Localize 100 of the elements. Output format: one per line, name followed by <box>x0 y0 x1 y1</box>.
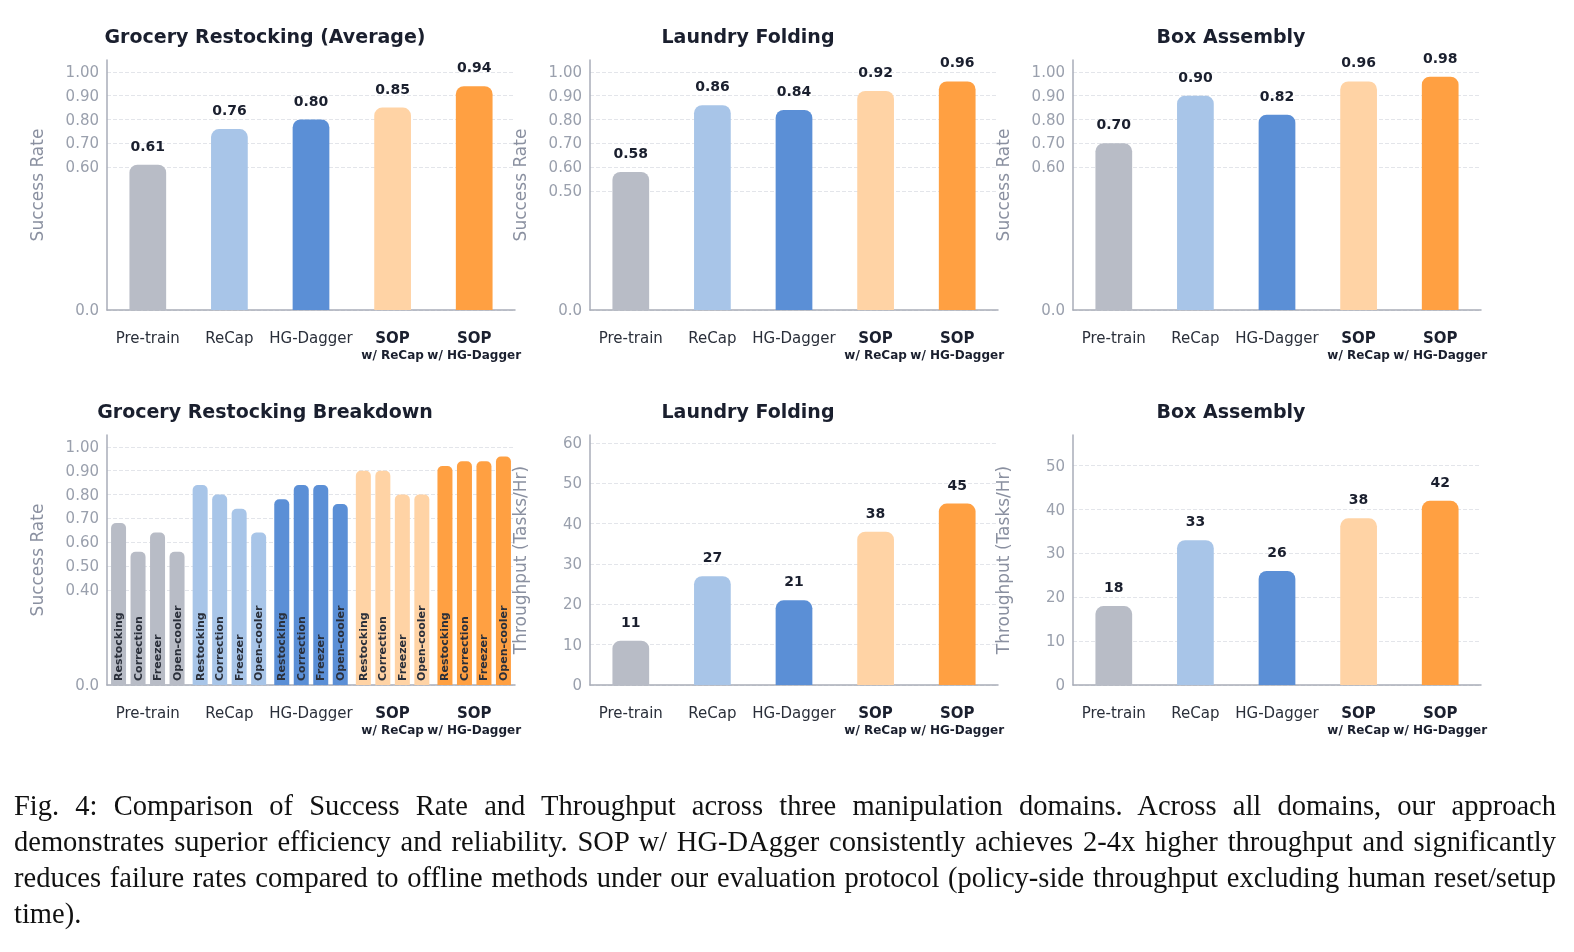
chart-title: Grocery Restocking (Average) <box>104 24 426 47</box>
bar <box>374 107 411 310</box>
y-tick-label: 0.70 <box>65 134 99 153</box>
x-tick-label: ReCap <box>205 703 254 722</box>
x-tick-label: HG-Dagger <box>1235 703 1320 722</box>
x-tick-label: SOP w/ HG-Dagger <box>427 328 522 362</box>
text: Freezer <box>395 634 409 681</box>
data-label: 0.98 <box>1422 49 1458 66</box>
bar <box>612 640 650 685</box>
data-label: 0.82 <box>1259 87 1295 104</box>
y-tick-label: 0.90 <box>65 86 99 105</box>
data-label: 0.94 <box>456 59 492 76</box>
y-tick-label: 1.00 <box>65 437 99 456</box>
data-label: 0.96 <box>1341 54 1376 71</box>
data-label: 38 <box>1348 491 1369 508</box>
x-tick-label: HG-Dagger <box>269 703 354 722</box>
data-label: 42 <box>1430 473 1450 490</box>
bar <box>1421 76 1459 310</box>
x-tick-label: Pre-train <box>598 703 663 722</box>
text: Restocking <box>438 612 452 681</box>
x-tick-label: ReCap <box>205 328 254 347</box>
x-tick-label: Pre-train <box>1081 703 1146 722</box>
bar <box>775 600 813 685</box>
bar <box>775 110 813 310</box>
y-tick-label: 0 <box>572 676 582 694</box>
y-tick-label: 0 <box>1055 676 1065 694</box>
x-tick-label: SOP w/ HG-Dagger <box>1393 703 1488 737</box>
data-label: 0.76 <box>212 102 247 119</box>
y-tick-label: 0.80 <box>1031 110 1065 129</box>
y-tick-label: 10 <box>1045 632 1065 651</box>
x-tick-label: SOP w/ HG-Dagger <box>910 703 1005 737</box>
x-tick-label: Pre-train <box>1081 328 1146 347</box>
y-axis-title: Success Rate <box>26 503 47 617</box>
text: Freezer <box>477 634 491 681</box>
bar <box>694 105 731 310</box>
y-tick-label: 0.70 <box>65 509 99 528</box>
bar <box>1340 518 1377 685</box>
x-tick-label: ReCap <box>1171 328 1220 347</box>
text: Correction <box>376 616 390 681</box>
y-tick-label: 0.0 <box>1041 301 1065 319</box>
data-label: 21 <box>784 573 804 590</box>
x-tick-label: Pre-train <box>115 328 180 347</box>
bar <box>694 576 731 685</box>
x-tick-label: ReCap <box>688 703 737 722</box>
bar <box>1421 500 1459 685</box>
chart-title: Laundry Folding <box>661 24 835 47</box>
text: Freezer <box>314 634 328 681</box>
y-tick-label: 0.90 <box>65 461 99 480</box>
x-tick-label: SOP w/ ReCap <box>361 703 425 737</box>
data-label: 18 <box>1104 579 1124 596</box>
bar <box>129 164 167 310</box>
x-tick-label: HG-Dagger <box>1235 328 1320 347</box>
y-tick-label: 0.60 <box>65 533 99 552</box>
y-tick-label: 1.00 <box>548 62 582 81</box>
bar <box>857 90 894 310</box>
x-tick-label: SOP w/ ReCap <box>1327 328 1391 362</box>
bar <box>1177 95 1214 310</box>
x-tick-label: SOP w/ HG-Dagger <box>1393 328 1488 362</box>
text: Restocking <box>193 612 207 681</box>
y-tick-label: 20 <box>1045 588 1065 607</box>
y-tick-label: 50 <box>1045 456 1065 475</box>
series-label: Restocking <box>112 612 126 681</box>
data-label: 0.61 <box>130 137 166 154</box>
y-tick-label: 0.90 <box>548 86 582 105</box>
y-tick-label: 0.50 <box>548 181 582 200</box>
y-tick-label: 0.0 <box>558 301 582 319</box>
data-label: 33 <box>1185 513 1206 530</box>
y-tick-label: 10 <box>562 635 582 654</box>
y-tick-label: 0.70 <box>1031 134 1065 153</box>
y-axis-title: Throughput (Tasks/Hr) <box>509 465 530 656</box>
series-label: Freezer <box>151 633 165 681</box>
y-tick-label: 1.00 <box>65 62 99 81</box>
caption: Fig. 4: Comparison of Success Rate and Throughput across three manipulation domains. Across all domains, our approach demonstrates superior efficiency and reliability. SOP w/ HG-DAgger consistently achieves 2-4x higher throughput and significantly reduces failure rates compared to offline methods under our evaluation protocol (policy-side throughput excluding human reset/setup time). <box>14 789 1556 931</box>
bar <box>1258 114 1296 310</box>
y-axis-title: Success Rate <box>509 128 530 242</box>
x-tick-label: HG-Dagger <box>752 328 837 347</box>
data-label: 0.80 <box>293 92 329 109</box>
y-tick-label: 20 <box>562 595 582 614</box>
bar <box>1177 540 1214 685</box>
y-tick-label: 0.60 <box>65 158 99 177</box>
y-tick-label: 0.40 <box>65 580 99 599</box>
data-label: 0.90 <box>1178 68 1213 85</box>
y-tick-label: 60 <box>562 434 582 453</box>
y-tick-label: 0.80 <box>65 110 99 129</box>
bar <box>455 86 493 310</box>
bar <box>938 81 976 310</box>
y-tick-label: 40 <box>562 514 582 533</box>
data-label: 0.70 <box>1096 116 1132 133</box>
x-tick-label: SOP w/ ReCap <box>844 703 908 737</box>
x-tick-label: HG-Dagger <box>752 703 837 722</box>
text: Correction <box>457 616 471 681</box>
data-label: 45 <box>947 476 967 493</box>
data-label: 26 <box>1267 543 1287 560</box>
y-axis-title: Throughput (Tasks/Hr) <box>992 465 1013 656</box>
text: Open-cooler <box>333 605 347 681</box>
y-tick-label: 0.80 <box>65 485 99 504</box>
x-tick-label: Pre-train <box>598 328 663 347</box>
bar <box>938 503 976 685</box>
y-axis-title: Success Rate <box>26 128 47 242</box>
data-label: 27 <box>702 549 723 566</box>
